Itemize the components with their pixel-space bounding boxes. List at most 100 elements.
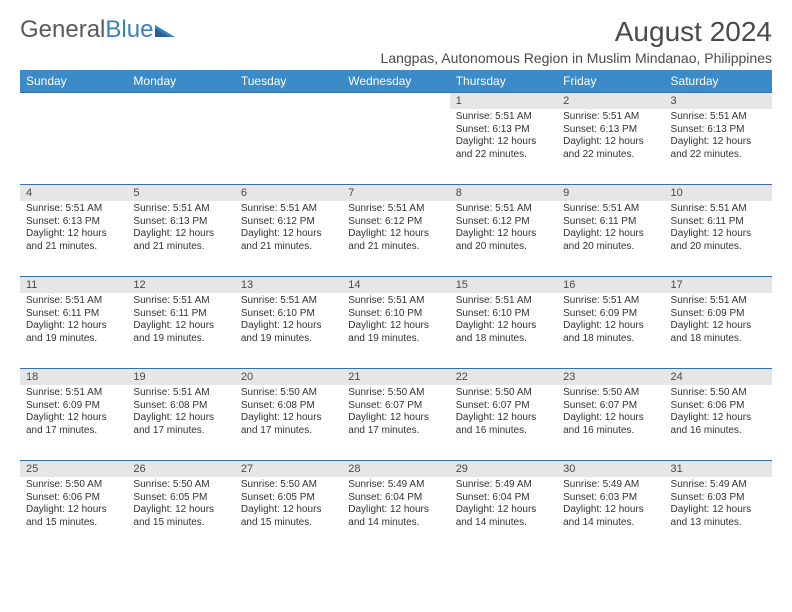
sunrise-text: Sunrise: 5:50 AM [241, 387, 336, 400]
sunrise-text: Sunrise: 5:50 AM [563, 387, 658, 400]
sunset-text: Sunset: 6:11 PM [26, 308, 121, 321]
calendar-day-cell: 31Sunrise: 5:49 AMSunset: 6:03 PMDayligh… [665, 461, 772, 553]
day-body: Sunrise: 5:50 AMSunset: 6:06 PMDaylight:… [665, 385, 772, 439]
calendar-day-cell: 5Sunrise: 5:51 AMSunset: 6:13 PMDaylight… [127, 185, 234, 277]
daylight-text: Daylight: 12 hours and 20 minutes. [456, 228, 551, 253]
day-number: 27 [235, 461, 342, 477]
calendar-day-cell: 29Sunrise: 5:49 AMSunset: 6:04 PMDayligh… [450, 461, 557, 553]
day-body: Sunrise: 5:51 AMSunset: 6:13 PMDaylight:… [557, 109, 664, 163]
sunset-text: Sunset: 6:10 PM [348, 308, 443, 321]
sunset-text: Sunset: 6:03 PM [563, 492, 658, 505]
calendar-day-cell: 15Sunrise: 5:51 AMSunset: 6:10 PMDayligh… [450, 277, 557, 369]
sunset-text: Sunset: 6:09 PM [563, 308, 658, 321]
calendar-week-row: 25Sunrise: 5:50 AMSunset: 6:06 PMDayligh… [20, 461, 772, 553]
calendar-day-cell: 8Sunrise: 5:51 AMSunset: 6:12 PMDaylight… [450, 185, 557, 277]
daylight-text: Daylight: 12 hours and 16 minutes. [671, 412, 766, 437]
calendar-day-cell: 22Sunrise: 5:50 AMSunset: 6:07 PMDayligh… [450, 369, 557, 461]
daylight-text: Daylight: 12 hours and 15 minutes. [26, 504, 121, 529]
sunrise-text: Sunrise: 5:51 AM [133, 295, 228, 308]
sunrise-text: Sunrise: 5:51 AM [563, 111, 658, 124]
day-body: Sunrise: 5:49 AMSunset: 6:03 PMDaylight:… [665, 477, 772, 531]
sunset-text: Sunset: 6:03 PM [671, 492, 766, 505]
weekday-header: Wednesday [342, 70, 449, 93]
sunset-text: Sunset: 6:09 PM [26, 400, 121, 413]
day-body: Sunrise: 5:51 AMSunset: 6:11 PMDaylight:… [20, 293, 127, 347]
day-body: Sunrise: 5:50 AMSunset: 6:07 PMDaylight:… [342, 385, 449, 439]
sunrise-text: Sunrise: 5:51 AM [348, 203, 443, 216]
daylight-text: Daylight: 12 hours and 15 minutes. [133, 504, 228, 529]
calendar-day-cell: 3Sunrise: 5:51 AMSunset: 6:13 PMDaylight… [665, 93, 772, 185]
calendar-day-cell: 12Sunrise: 5:51 AMSunset: 6:11 PMDayligh… [127, 277, 234, 369]
daylight-text: Daylight: 12 hours and 22 minutes. [671, 136, 766, 161]
day-body: Sunrise: 5:50 AMSunset: 6:05 PMDaylight:… [127, 477, 234, 531]
day-number: 9 [557, 185, 664, 201]
weekday-header-row: Sunday Monday Tuesday Wednesday Thursday… [20, 70, 772, 93]
daylight-text: Daylight: 12 hours and 13 minutes. [671, 504, 766, 529]
daylight-text: Daylight: 12 hours and 20 minutes. [563, 228, 658, 253]
sunset-text: Sunset: 6:07 PM [456, 400, 551, 413]
day-number: 21 [342, 369, 449, 385]
daylight-text: Daylight: 12 hours and 14 minutes. [456, 504, 551, 529]
calendar-day-cell: 9Sunrise: 5:51 AMSunset: 6:11 PMDaylight… [557, 185, 664, 277]
weekday-header: Friday [557, 70, 664, 93]
sunset-text: Sunset: 6:12 PM [348, 216, 443, 229]
sunset-text: Sunset: 6:12 PM [241, 216, 336, 229]
daylight-text: Daylight: 12 hours and 18 minutes. [563, 320, 658, 345]
calendar-day-cell: 13Sunrise: 5:51 AMSunset: 6:10 PMDayligh… [235, 277, 342, 369]
weekday-header: Tuesday [235, 70, 342, 93]
daylight-text: Daylight: 12 hours and 18 minutes. [671, 320, 766, 345]
day-number: 13 [235, 277, 342, 293]
daylight-text: Daylight: 12 hours and 20 minutes. [671, 228, 766, 253]
calendar-day-cell [127, 93, 234, 185]
calendar-day-cell [20, 93, 127, 185]
sunrise-text: Sunrise: 5:49 AM [456, 479, 551, 492]
daylight-text: Daylight: 12 hours and 21 minutes. [348, 228, 443, 253]
day-number: 31 [665, 461, 772, 477]
flag-icon [155, 21, 175, 37]
day-body: Sunrise: 5:49 AMSunset: 6:04 PMDaylight:… [342, 477, 449, 531]
day-number: 17 [665, 277, 772, 293]
day-body: Sunrise: 5:50 AMSunset: 6:07 PMDaylight:… [450, 385, 557, 439]
sunrise-text: Sunrise: 5:51 AM [563, 295, 658, 308]
calendar-week-row: 1Sunrise: 5:51 AMSunset: 6:13 PMDaylight… [20, 93, 772, 185]
daylight-text: Daylight: 12 hours and 19 minutes. [241, 320, 336, 345]
day-number: 11 [20, 277, 127, 293]
day-body: Sunrise: 5:49 AMSunset: 6:04 PMDaylight:… [450, 477, 557, 531]
sunset-text: Sunset: 6:13 PM [671, 124, 766, 137]
calendar-week-row: 18Sunrise: 5:51 AMSunset: 6:09 PMDayligh… [20, 369, 772, 461]
daylight-text: Daylight: 12 hours and 22 minutes. [563, 136, 658, 161]
day-number: 2 [557, 93, 664, 109]
day-body: Sunrise: 5:51 AMSunset: 6:09 PMDaylight:… [20, 385, 127, 439]
day-body: Sunrise: 5:51 AMSunset: 6:11 PMDaylight:… [665, 201, 772, 255]
day-number: 1 [450, 93, 557, 109]
daylight-text: Daylight: 12 hours and 19 minutes. [133, 320, 228, 345]
sunrise-text: Sunrise: 5:50 AM [348, 387, 443, 400]
daylight-text: Daylight: 12 hours and 19 minutes. [348, 320, 443, 345]
sunrise-text: Sunrise: 5:51 AM [671, 111, 766, 124]
day-body: Sunrise: 5:51 AMSunset: 6:09 PMDaylight:… [665, 293, 772, 347]
day-body: Sunrise: 5:50 AMSunset: 6:07 PMDaylight:… [557, 385, 664, 439]
day-body: Sunrise: 5:51 AMSunset: 6:10 PMDaylight:… [342, 293, 449, 347]
daylight-text: Daylight: 12 hours and 22 minutes. [456, 136, 551, 161]
sunset-text: Sunset: 6:06 PM [26, 492, 121, 505]
day-number: 30 [557, 461, 664, 477]
calendar-day-cell: 6Sunrise: 5:51 AMSunset: 6:12 PMDaylight… [235, 185, 342, 277]
day-number: 18 [20, 369, 127, 385]
day-body: Sunrise: 5:51 AMSunset: 6:13 PMDaylight:… [127, 201, 234, 255]
day-number: 5 [127, 185, 234, 201]
sunset-text: Sunset: 6:13 PM [456, 124, 551, 137]
day-number: 19 [127, 369, 234, 385]
sunrise-text: Sunrise: 5:49 AM [563, 479, 658, 492]
calendar-day-cell: 16Sunrise: 5:51 AMSunset: 6:09 PMDayligh… [557, 277, 664, 369]
day-number: 14 [342, 277, 449, 293]
day-number: 25 [20, 461, 127, 477]
day-body [20, 97, 127, 101]
calendar-day-cell: 7Sunrise: 5:51 AMSunset: 6:12 PMDaylight… [342, 185, 449, 277]
day-number: 26 [127, 461, 234, 477]
calendar-table: Sunday Monday Tuesday Wednesday Thursday… [20, 70, 772, 553]
day-body: Sunrise: 5:51 AMSunset: 6:08 PMDaylight:… [127, 385, 234, 439]
day-number: 23 [557, 369, 664, 385]
daylight-text: Daylight: 12 hours and 21 minutes. [133, 228, 228, 253]
daylight-text: Daylight: 12 hours and 17 minutes. [133, 412, 228, 437]
sunset-text: Sunset: 6:11 PM [671, 216, 766, 229]
